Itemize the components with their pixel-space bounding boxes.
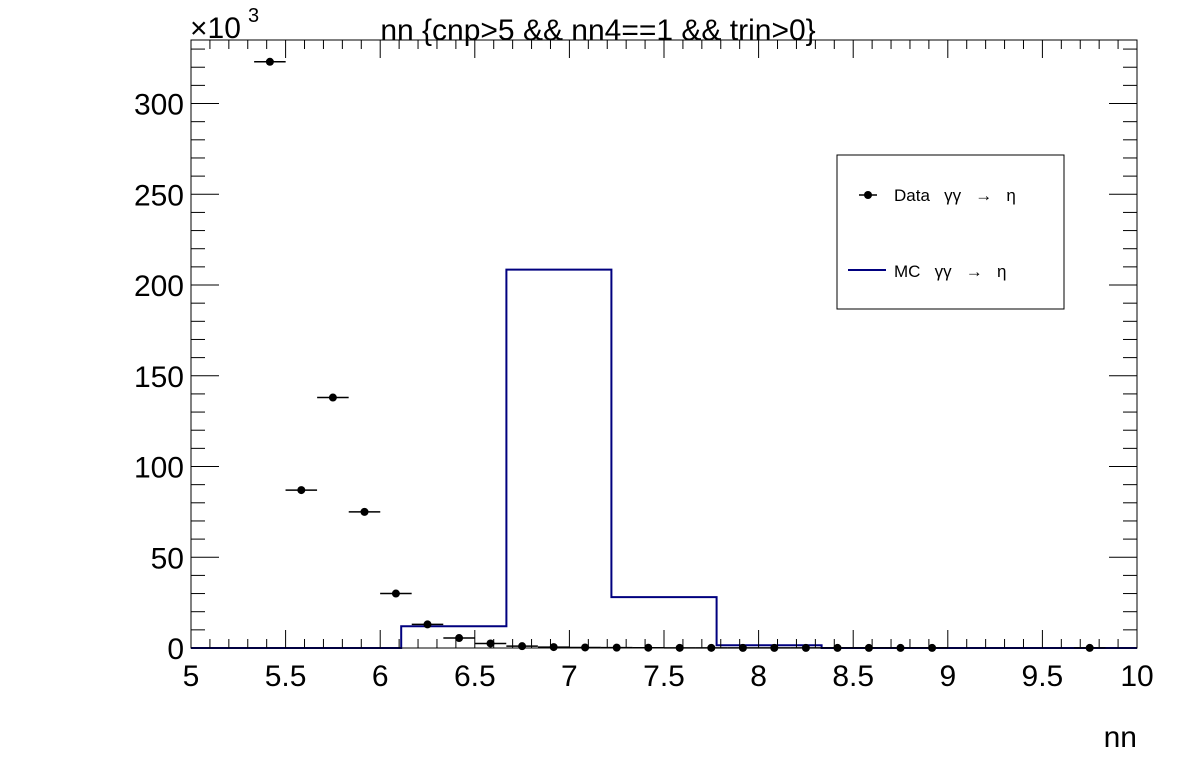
data-point-marker	[455, 634, 464, 643]
legend-data-label: Data γγ → η	[894, 186, 1016, 205]
data-point	[285, 486, 318, 495]
x-tick-label: 6	[372, 660, 389, 693]
data-point-marker	[360, 507, 369, 516]
data-point	[380, 589, 412, 598]
y-tick-label: 200	[134, 270, 184, 303]
chart-title: nn {cnp>5 && nn4==1 && trin>0}	[380, 14, 815, 47]
data-point	[317, 393, 349, 402]
y-tick-label: 0	[167, 633, 184, 666]
data-point-marker	[423, 620, 432, 629]
x-tick-label: 8	[750, 660, 767, 693]
data-point	[411, 620, 444, 629]
x-tick-label: 9	[939, 660, 956, 693]
y-tick-label: 250	[134, 179, 184, 212]
y-tick-label: 50	[151, 542, 184, 575]
x-tick-label: 7	[561, 660, 578, 693]
data-point-marker	[486, 639, 495, 648]
y-tick-label: 150	[134, 361, 184, 394]
data-point	[474, 639, 507, 648]
x-tick-label: 5.5	[265, 660, 307, 693]
x-tick-label: 6.5	[454, 660, 496, 693]
x-axis: 5 5.5 6 6.5 7 7.5 8 8.5 9 9.5 10	[183, 40, 1154, 693]
y-axis-multiplier-exponent: 3	[248, 5, 259, 27]
data-point-marker	[391, 589, 400, 598]
x-tick-label: 9.5	[1022, 660, 1064, 693]
x-tick-label: 8.5	[832, 660, 874, 693]
data-point	[569, 643, 601, 652]
y-tick-label: 100	[134, 452, 184, 485]
mc-histogram-line	[191, 268, 1137, 649]
data-point-marker	[549, 643, 558, 652]
x-tick-label: 10	[1120, 660, 1153, 693]
data-point-marker	[297, 486, 306, 495]
legend-box	[836, 154, 1065, 310]
data-point	[443, 634, 475, 643]
x-tick-label: 5	[183, 660, 200, 693]
mc-series	[191, 268, 1137, 649]
y-axis: 0 50 100 150 200 250 300	[134, 48, 1137, 666]
data-point	[537, 643, 570, 652]
data-point-marker	[518, 642, 527, 651]
data-point	[254, 57, 286, 66]
data-point	[348, 507, 381, 516]
data-point-marker	[328, 393, 337, 402]
legend-data-marker	[864, 191, 872, 199]
legend: Data γγ → η MC γγ → η	[836, 154, 1065, 310]
data-point-marker	[265, 57, 274, 66]
data-point-marker	[581, 643, 590, 652]
legend-mc-label: MC γγ → η	[894, 262, 1006, 281]
x-tick-label: 7.5	[643, 660, 685, 693]
y-tick-label: 300	[134, 89, 184, 122]
x-axis-label: nn	[1104, 721, 1137, 754]
